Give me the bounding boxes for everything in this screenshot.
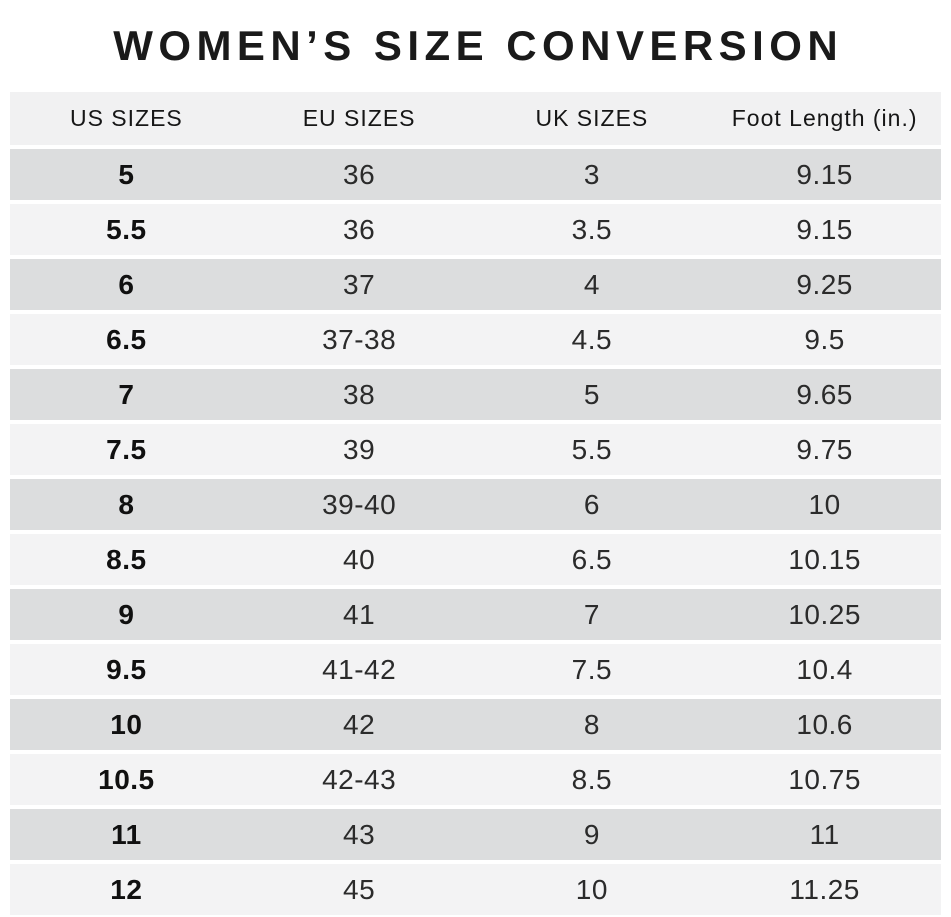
us-size-cell: 8.5	[10, 530, 243, 585]
column-header: US SIZES	[69, 105, 183, 131]
table-row: 5 36 3 9.15	[10, 145, 941, 200]
uk-size-cell: 4.5	[475, 310, 709, 365]
table-row: 6 37 4 9.25	[10, 255, 941, 310]
uk-size-cell: 6	[475, 475, 709, 530]
table-head: US SIZES EU SIZES UK SIZES Foot Length (in.…	[10, 92, 941, 145]
foot-length-cell: 10	[708, 475, 941, 530]
table-row: 10 42 8 10.6	[10, 695, 941, 750]
uk-size-cell: 8.5	[475, 750, 709, 805]
us-size-cell: 6	[10, 255, 243, 310]
eu-size-cell: 39	[242, 420, 476, 475]
eu-size-cell: 42-43	[242, 750, 476, 805]
foot-length-cell: 9.65	[708, 365, 941, 420]
uk-size-cell: 5.5	[475, 420, 709, 475]
uk-size-cell: 6.5	[475, 530, 709, 585]
table-header-row: US SIZES EU SIZES UK SIZES Foot Length (in.…	[10, 92, 941, 145]
uk-size-cell: 7.5	[475, 640, 709, 695]
foot-length-cell: 11.25	[708, 860, 941, 915]
foot-length-cell: 10.75	[708, 750, 941, 805]
table-row: 10.5 42-43 8.5 10.75	[10, 750, 941, 805]
uk-size-cell: 10	[475, 860, 709, 915]
eu-size-cell: 41	[242, 585, 476, 640]
us-size-cell: 10	[10, 695, 243, 750]
foot-length-cell: 11	[708, 805, 941, 860]
uk-size-cell: 3	[475, 145, 709, 200]
table-row: 12 45 10 11.25	[10, 860, 941, 915]
foot-length-cell: 10.15	[708, 530, 941, 585]
us-size-cell: 11	[10, 805, 243, 860]
us-size-cell: 7	[10, 365, 243, 420]
eu-size-cell: 45	[242, 860, 476, 915]
eu-size-cell: 38	[242, 365, 476, 420]
table-row: 9 41 7 10.25	[10, 585, 941, 640]
page-header: WOMEN’S SIZE CONVERSION	[0, 0, 951, 92]
table-row: 7.5 39 5.5 9.75	[10, 420, 941, 475]
foot-length-cell: 9.15	[708, 145, 941, 200]
us-size-cell: 12	[10, 860, 243, 915]
foot-length-cell: 9.25	[708, 255, 941, 310]
us-size-cell: 7.5	[10, 420, 243, 475]
foot-length-cell: 9.5	[708, 310, 941, 365]
foot-length-cell: 10.4	[708, 640, 941, 695]
eu-size-cell: 39-40	[242, 475, 476, 530]
eu-size-cell: 41-42	[242, 640, 476, 695]
foot-length-cell: 10.25	[708, 585, 941, 640]
eu-size-cell: 40	[242, 530, 476, 585]
foot-length-cell: 9.75	[708, 420, 941, 475]
uk-size-cell: 4	[475, 255, 709, 310]
us-size-cell: 8	[10, 475, 243, 530]
eu-size-cell: 37-38	[242, 310, 476, 365]
us-size-cell: 5	[10, 145, 243, 200]
us-size-cell: 10.5	[10, 750, 243, 805]
uk-size-cell: 8	[475, 695, 709, 750]
size-conversion-table: US SIZES EU SIZES UK SIZES Foot Length (in.…	[10, 92, 941, 915]
uk-size-cell: 9	[475, 805, 709, 860]
page-title: WOMEN’S SIZE CONVERSION	[113, 22, 844, 69]
table-row: 8 39-40 6 10	[10, 475, 941, 530]
foot-length-cell: 10.6	[708, 695, 941, 750]
us-size-cell: 9	[10, 585, 243, 640]
foot-length-cell: 9.15	[708, 200, 941, 255]
eu-size-cell: 37	[242, 255, 476, 310]
column-header: EU SIZES	[302, 105, 416, 131]
column-header: UK SIZES	[535, 105, 649, 131]
table-row: 7 38 5 9.65	[10, 365, 941, 420]
us-size-cell: 9.5	[10, 640, 243, 695]
eu-size-cell: 36	[242, 200, 476, 255]
table-row: 8.5 40 6.5 10.15	[10, 530, 941, 585]
uk-size-cell: 3.5	[475, 200, 709, 255]
table-row: 5.5 36 3.5 9.15	[10, 200, 941, 255]
column-header: Foot Length (in.)	[731, 105, 918, 131]
us-size-cell: 6.5	[10, 310, 243, 365]
eu-size-cell: 43	[242, 805, 476, 860]
table-body: 5 36 3 9.15 5.5 36 3.5 9.15 6 37 4 9.25 6.5 37-38 4.5 9…	[10, 145, 941, 915]
table-row: 6.5 37-38 4.5 9.5	[10, 310, 941, 365]
us-size-cell: 5.5	[10, 200, 243, 255]
table-row: 11 43 9 11	[10, 805, 941, 860]
uk-size-cell: 7	[475, 585, 709, 640]
table-row: 9.5 41-42 7.5 10.4	[10, 640, 941, 695]
eu-size-cell: 42	[242, 695, 476, 750]
uk-size-cell: 5	[475, 365, 709, 420]
eu-size-cell: 36	[242, 145, 476, 200]
